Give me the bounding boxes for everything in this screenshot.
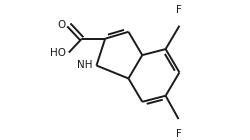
Text: F: F	[176, 5, 182, 15]
Text: NH: NH	[77, 60, 92, 71]
Text: F: F	[176, 130, 182, 139]
Text: O: O	[58, 20, 66, 30]
Text: HO: HO	[50, 48, 66, 58]
